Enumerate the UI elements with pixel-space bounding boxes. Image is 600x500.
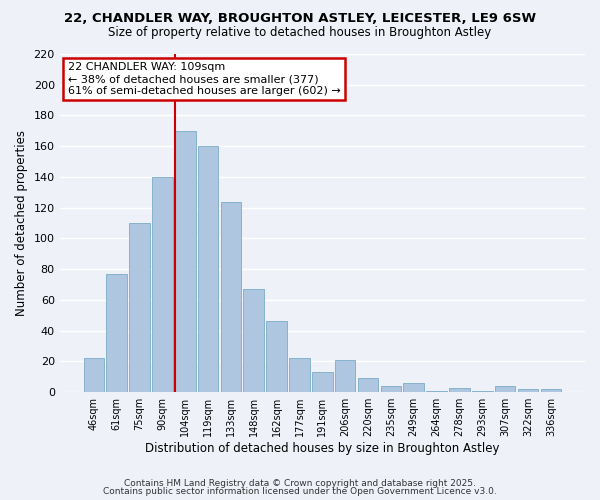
Bar	[403, 383, 424, 392]
Bar	[83, 358, 104, 392]
X-axis label: Distribution of detached houses by size in Broughton Astley: Distribution of detached houses by size …	[145, 442, 500, 455]
Bar	[129, 223, 150, 392]
Text: Size of property relative to detached houses in Broughton Astley: Size of property relative to detached ho…	[109, 26, 491, 39]
Bar	[198, 146, 218, 392]
Bar	[541, 389, 561, 392]
Bar	[335, 360, 355, 392]
Text: 22, CHANDLER WAY, BROUGHTON ASTLEY, LEICESTER, LE9 6SW: 22, CHANDLER WAY, BROUGHTON ASTLEY, LEIC…	[64, 12, 536, 26]
Y-axis label: Number of detached properties: Number of detached properties	[15, 130, 28, 316]
Bar	[358, 378, 379, 392]
Bar	[380, 386, 401, 392]
Bar	[266, 322, 287, 392]
Bar	[518, 389, 538, 392]
Bar	[289, 358, 310, 392]
Bar	[449, 388, 470, 392]
Bar	[472, 390, 493, 392]
Text: Contains public sector information licensed under the Open Government Licence v3: Contains public sector information licen…	[103, 487, 497, 496]
Bar	[106, 274, 127, 392]
Bar	[244, 289, 264, 392]
Bar	[152, 177, 173, 392]
Bar	[427, 390, 447, 392]
Bar	[221, 202, 241, 392]
Bar	[312, 372, 332, 392]
Text: Contains HM Land Registry data © Crown copyright and database right 2025.: Contains HM Land Registry data © Crown c…	[124, 478, 476, 488]
Text: 22 CHANDLER WAY: 109sqm
← 38% of detached houses are smaller (377)
61% of semi-d: 22 CHANDLER WAY: 109sqm ← 38% of detache…	[68, 62, 340, 96]
Bar	[495, 386, 515, 392]
Bar	[175, 131, 196, 392]
